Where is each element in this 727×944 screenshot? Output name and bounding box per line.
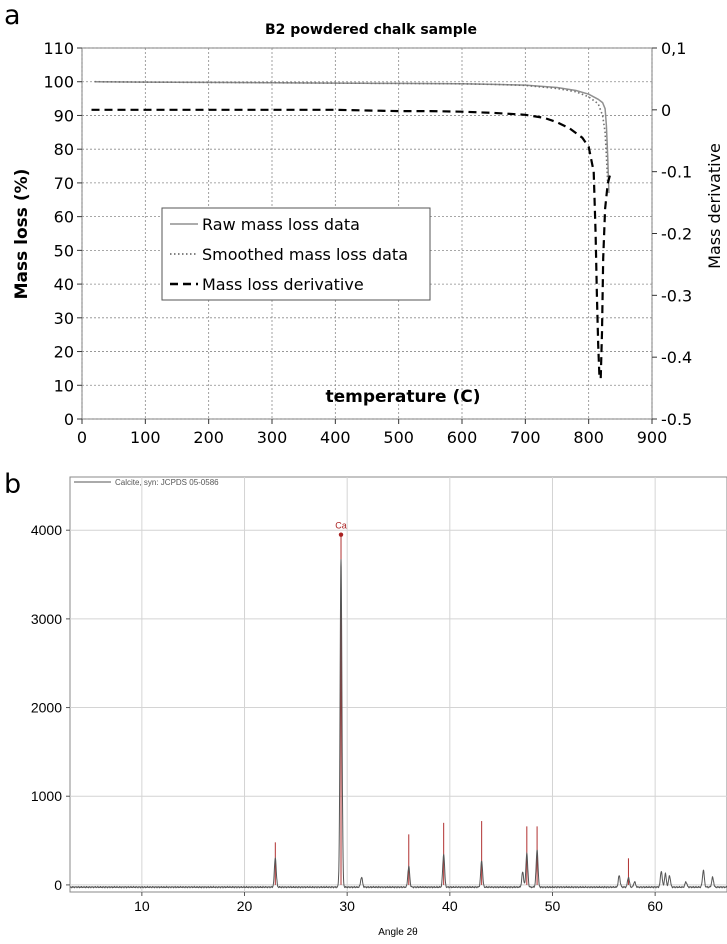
legend-item-derivative: Mass loss derivative [202, 275, 364, 294]
y2-tick-label: -0.4 [661, 348, 692, 367]
legend-item-calcite: Calcite, syn: JCPDS 05-0586 [115, 478, 219, 487]
x-tick-label: 40 [442, 898, 458, 914]
chart-b-y-ticks: 0 1000 2000 3000 4000 [31, 522, 70, 893]
y-tick-label: 50 [54, 241, 74, 260]
panel-b-chart: b 10 20 30 40 50 60 0 1000 2000 3000 4000 Calcite… [4, 469, 727, 938]
x-tick-label: 50 [545, 898, 561, 914]
y2-tick-label: -0.1 [661, 163, 692, 182]
x-tick-label: 500 [383, 428, 414, 447]
chart-b-pattern-layer [69, 532, 727, 889]
x-tick-label: 200 [193, 428, 224, 447]
y-tick-label: 40 [54, 275, 74, 294]
y-tick-label: 0 [64, 410, 74, 429]
chart-a-y-ticks: 0 10 20 30 40 50 60 70 80 90 100 110 [43, 39, 82, 429]
y-tick-label: 0 [54, 877, 62, 893]
y-tick-label: 70 [54, 174, 74, 193]
y-tick-label: 110 [43, 39, 74, 58]
chart-a-y-axis-label: Mass loss (%) [12, 169, 32, 300]
chart-a-x-ticks: 0 100 200 300 400 500 600 700 800 900 [77, 419, 667, 447]
x-tick-label: 300 [257, 428, 288, 447]
chart-b-x-ticks: 10 20 30 40 50 60 [134, 892, 663, 914]
series-line-smoothed [94, 80, 609, 183]
series-line-derivative [91, 108, 612, 380]
peak-marker [338, 532, 344, 537]
x-tick-label: 10 [134, 898, 150, 914]
y-tick-label: 3000 [31, 611, 62, 627]
chart-a-series-layer [91, 80, 612, 380]
peak-annotation-ca: Ca [335, 521, 347, 531]
y2-tick-label: -0.5 [661, 410, 692, 429]
y-tick-label: 60 [54, 208, 74, 227]
x-tick-label: 700 [510, 428, 541, 447]
y-tick-label: 80 [54, 140, 74, 159]
y-tick-label: 30 [54, 309, 74, 328]
x-tick-label: 0 [77, 428, 87, 447]
legend-box [161, 207, 431, 301]
x-tick-label: 800 [573, 428, 604, 447]
chart-b-x-axis-label: Angle 2θ [378, 927, 418, 938]
y2-tick-label: 0,1 [661, 39, 686, 58]
y-tick-label: 90 [54, 106, 74, 125]
series-line-raw [94, 80, 610, 194]
panel-b-label: b [4, 469, 21, 500]
xrd-pattern-line [69, 559, 727, 889]
chart-b-legend: Calcite, syn: JCPDS 05-0586 [74, 478, 219, 487]
y-tick-label: 2000 [31, 700, 62, 716]
y-tick-label: 20 [54, 343, 74, 362]
x-tick-label: 60 [647, 898, 663, 914]
y-tick-label: 4000 [31, 522, 62, 538]
y2-tick-label: 0 [661, 101, 671, 120]
chart-b-grid [70, 477, 727, 892]
panel-a-chart: a B2 powdered chalk sample 0 100 200 300 400… [4, 0, 724, 447]
x-tick-label: 100 [130, 428, 161, 447]
x-tick-label: 900 [637, 428, 668, 447]
y2-tick-label: -0.2 [661, 225, 692, 244]
panel-a-label: a [4, 0, 21, 31]
chart-b-plot-area [69, 476, 727, 893]
legend-item-raw: Raw mass loss data [202, 215, 360, 234]
legend-item-smoothed: Smoothed mass loss data [202, 245, 408, 264]
y2-tick-label: -0.3 [661, 286, 692, 305]
x-tick-label: 20 [237, 898, 253, 914]
y-tick-label: 10 [54, 376, 74, 395]
y-tick-label: 1000 [31, 788, 62, 804]
x-tick-label: 400 [320, 428, 351, 447]
chart-a-title: B2 powdered chalk sample [265, 22, 477, 38]
chart-a-x-axis-label: temperature (C) [325, 387, 480, 407]
x-tick-label: 30 [339, 898, 355, 914]
x-tick-label: 600 [447, 428, 478, 447]
chart-a-legend: Raw mass loss data Smoothed mass loss da… [161, 207, 431, 301]
y-tick-label: 100 [43, 73, 74, 92]
chart-a-y2-axis-label: Mass derivative [705, 143, 724, 269]
chart-a-y2-ticks: -0.5 -0.4 -0.3 -0.2 -0.1 0 0,1 [652, 39, 692, 429]
